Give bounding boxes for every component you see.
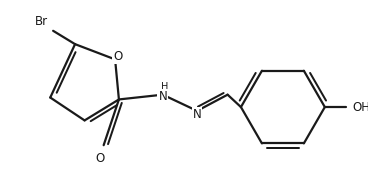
Text: Br: Br (35, 15, 48, 28)
Text: N: N (193, 108, 201, 121)
Text: H: H (161, 82, 168, 92)
Text: O: O (113, 50, 123, 63)
Text: OH: OH (352, 100, 368, 114)
Text: O: O (95, 152, 105, 165)
Text: N: N (158, 90, 167, 103)
